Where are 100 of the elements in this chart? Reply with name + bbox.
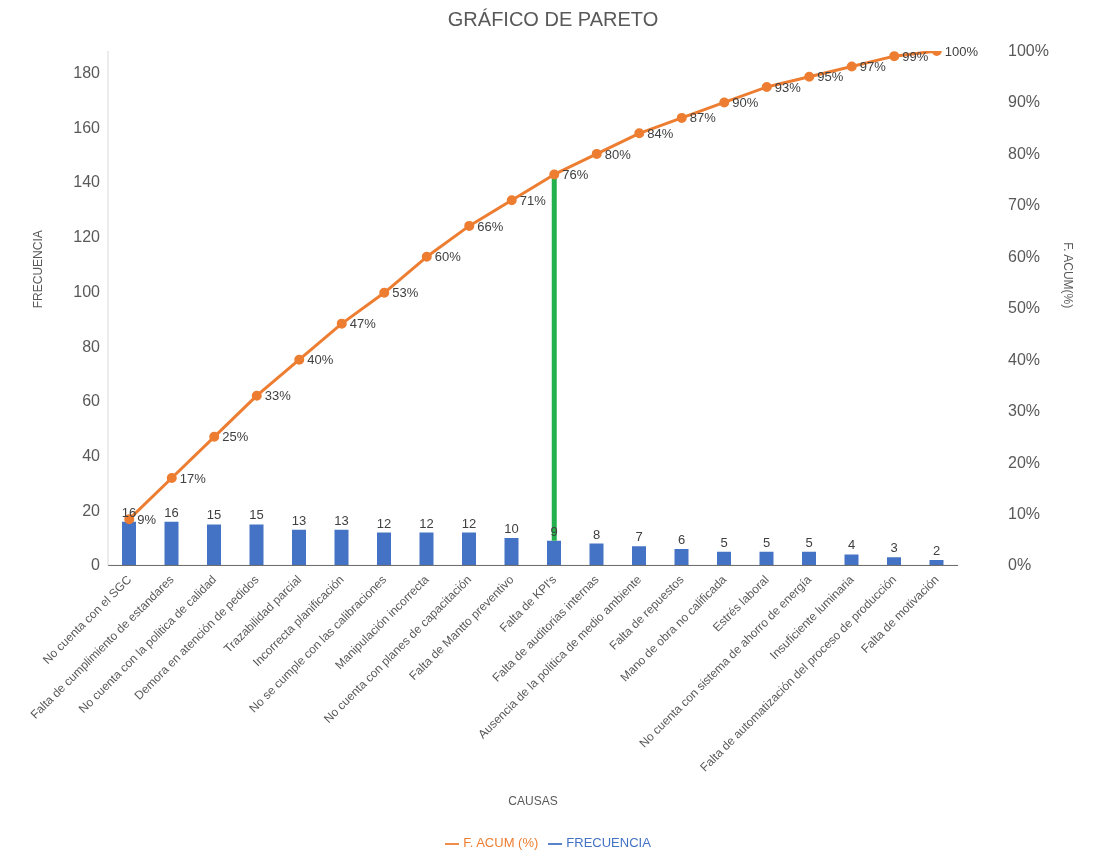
data-label: 17% — [179, 470, 207, 486]
data-label: 15 — [249, 507, 264, 523]
y2-tick-label: 60% — [1008, 247, 1041, 265]
data-label: 100% — [944, 43, 979, 59]
y-tick-label: 40 — [82, 446, 101, 464]
data-label: 95% — [817, 69, 844, 85]
y-tick-label: 100 — [73, 282, 101, 300]
y2-tick-label: 40% — [1008, 350, 1041, 368]
bar — [504, 538, 519, 566]
data-label: 15 — [206, 507, 222, 523]
data-label: 5 — [805, 534, 813, 550]
legend-label: FRECUENCIA — [566, 835, 651, 851]
x-axis-title: CAUSAS — [508, 794, 558, 809]
point — [506, 195, 517, 206]
data-label: 53% — [392, 285, 419, 301]
y-tick-label: 0 — [91, 556, 101, 574]
point — [294, 354, 305, 365]
data-label: 40% — [307, 352, 334, 368]
bar — [249, 524, 264, 566]
y2-tick-label: 50% — [1008, 299, 1041, 317]
y-tick-label: 120 — [73, 228, 101, 246]
data-label: 66% — [477, 218, 504, 234]
data-label: 47% — [349, 316, 377, 332]
data-label: 5 — [762, 534, 771, 550]
data-label: 80% — [604, 146, 632, 162]
point — [846, 61, 857, 72]
data-label: 12 — [419, 515, 434, 531]
data-label: 5 — [720, 534, 728, 550]
y2-tick-label: 20% — [1008, 453, 1041, 471]
data-label: 25% — [222, 429, 249, 445]
data-label: 76% — [562, 167, 589, 183]
bar — [632, 546, 646, 566]
y2-axis-title: F. ACUM(%) — [1060, 242, 1075, 309]
y-tick-label: 80 — [82, 337, 101, 355]
bar — [802, 551, 816, 566]
y2-tick-label: 0% — [1008, 556, 1032, 574]
point — [336, 318, 347, 329]
y2-tick-label: 70% — [1008, 196, 1041, 214]
point — [166, 472, 177, 483]
point — [251, 390, 262, 401]
y-tick-label: 20 — [82, 501, 101, 519]
bar — [717, 551, 731, 566]
point — [549, 169, 560, 180]
bar — [589, 543, 604, 566]
point — [379, 287, 390, 298]
data-label: 84% — [647, 125, 674, 141]
bar — [377, 532, 391, 566]
point — [464, 220, 475, 231]
bar — [164, 521, 179, 566]
data-label: 60% — [434, 249, 462, 265]
point — [209, 431, 220, 442]
point — [889, 51, 900, 62]
data-label: 16 — [164, 504, 179, 520]
point — [591, 148, 602, 159]
data-label: 12 — [376, 515, 392, 531]
bar — [844, 554, 859, 566]
data-label: 3 — [890, 540, 898, 556]
point — [421, 251, 432, 262]
data-label: 13 — [334, 512, 349, 528]
legend-label: F. ACUM (%) — [463, 835, 539, 851]
point — [761, 82, 772, 93]
data-label: 97% — [859, 59, 887, 75]
y-tick-label: 140 — [73, 173, 101, 191]
bar — [292, 529, 306, 566]
y-tick-label: 60 — [82, 392, 101, 410]
data-label: 7 — [635, 529, 643, 545]
bar — [547, 540, 561, 566]
y2-tick-label: 80% — [1008, 144, 1041, 162]
chart-title: GRÁFICO DE PARETO — [446, 8, 660, 31]
data-label: 87% — [689, 110, 717, 126]
bar — [674, 549, 689, 566]
y2-tick-label: 90% — [1008, 93, 1041, 111]
point — [634, 128, 645, 139]
bar — [122, 521, 136, 566]
y2-tick-label: 10% — [1008, 504, 1041, 522]
data-label: 8 — [592, 526, 601, 542]
point — [804, 71, 815, 82]
bar — [462, 532, 476, 566]
bar — [419, 532, 434, 566]
data-label: 13 — [291, 512, 307, 528]
data-label: 2 — [932, 542, 941, 558]
data-label: 4 — [847, 537, 856, 553]
bar — [929, 559, 944, 566]
data-label: 12 — [461, 515, 477, 531]
data-label: 71% — [519, 192, 547, 208]
y2-tick-label: 100% — [1008, 42, 1049, 59]
bar — [334, 529, 349, 566]
data-label: 9% — [137, 511, 157, 527]
data-label: 6 — [677, 532, 686, 548]
point — [676, 112, 687, 123]
data-label: 33% — [264, 388, 292, 404]
y-tick-label: 160 — [73, 118, 101, 136]
y2-tick-label: 30% — [1008, 402, 1041, 420]
bar — [207, 524, 221, 566]
data-label: 10 — [504, 521, 519, 537]
bar — [759, 551, 774, 566]
point — [719, 97, 730, 108]
data-label: 90% — [732, 95, 759, 111]
y-tick-label: 180 — [73, 63, 101, 81]
bar — [887, 557, 901, 566]
